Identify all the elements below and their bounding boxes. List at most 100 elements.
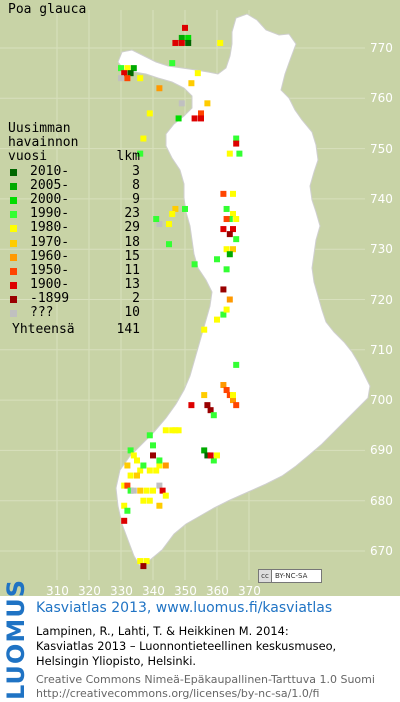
legend-title-line-1: Uusimman <box>8 121 71 136</box>
observation-square <box>121 517 128 524</box>
legend-swatch <box>10 211 17 219</box>
observation-square <box>150 487 156 494</box>
observation-square <box>146 432 153 439</box>
observation-square <box>156 502 163 509</box>
observation-square <box>124 75 131 82</box>
observation-square <box>169 210 176 217</box>
observation-square <box>201 447 208 454</box>
y-axis-label: 710 <box>370 342 393 357</box>
observation-square <box>191 115 198 122</box>
observation-square <box>230 210 236 217</box>
legend-period: ??? <box>30 305 54 321</box>
observation-square <box>207 452 214 459</box>
observation-square <box>204 100 211 107</box>
observation-square <box>118 65 124 72</box>
legend-row: 1950- 11 <box>8 263 140 278</box>
legend-swatch <box>10 253 17 261</box>
observation-square <box>156 221 163 228</box>
observation-square <box>188 80 195 87</box>
observation-square <box>172 39 179 46</box>
observation-square <box>191 261 198 268</box>
observation-square <box>220 311 227 318</box>
legend-count: 13 <box>124 277 140 293</box>
observation-square <box>233 135 240 142</box>
observation-square <box>178 34 185 41</box>
legend-swatch <box>10 182 17 190</box>
observation-square <box>210 412 217 419</box>
y-axis-label: 740 <box>370 191 393 206</box>
legend-swatch <box>10 282 17 290</box>
legend-row: -1899 2 <box>8 291 140 307</box>
observation-square <box>156 462 163 469</box>
legend-count: 2 <box>132 291 140 307</box>
y-axis-label: 770 <box>370 41 393 55</box>
legend-swatch <box>10 310 17 318</box>
legend-row: 1970- 18 <box>8 234 140 250</box>
observation-square <box>236 150 243 157</box>
observation-square <box>204 402 211 409</box>
observation-square <box>137 75 144 82</box>
observation-square <box>201 392 208 399</box>
observation-square <box>146 110 153 117</box>
observation-square <box>137 150 144 157</box>
observation-square <box>223 205 230 212</box>
observation-square <box>134 457 140 464</box>
x-axis-label: 340 <box>142 584 165 598</box>
legend-row: 2000- 9 <box>8 192 140 207</box>
observation-square <box>233 402 240 409</box>
observation-square <box>169 60 176 67</box>
observation-square <box>204 452 211 459</box>
observation-square <box>233 361 240 368</box>
observation-square <box>140 497 147 504</box>
observation-square <box>217 39 224 46</box>
luomus-logo: LUOMUS <box>2 579 30 700</box>
x-axis-label: 350 <box>174 584 197 598</box>
observation-square <box>127 472 134 479</box>
distribution-map <box>0 10 371 580</box>
observation-square <box>230 397 236 404</box>
legend-count: 29 <box>124 220 140 236</box>
observation-square <box>220 286 227 293</box>
legend-period: -1899 <box>30 291 70 307</box>
license-badge[interactable]: cc BY-NC-SA <box>258 569 322 583</box>
observation-square <box>178 100 185 107</box>
observation-square <box>223 246 230 253</box>
observation-square <box>162 427 169 434</box>
observation-square <box>220 382 227 389</box>
observation-square <box>233 140 240 147</box>
observation-square <box>223 306 230 313</box>
observation-square <box>124 462 131 469</box>
observation-square <box>150 452 156 459</box>
footer-title[interactable]: Kasviatlas 2013, www.luomus.fi/kasviatla… <box>36 600 333 616</box>
observation-square <box>130 487 137 494</box>
observation-square <box>143 487 150 494</box>
observation-square <box>233 216 240 223</box>
legend-period: 1970- <box>30 234 70 250</box>
observation-square <box>156 85 163 92</box>
observation-square <box>127 447 134 454</box>
observation-square <box>214 316 220 323</box>
observation-square <box>230 392 236 399</box>
license-badge-text: BY-NC-SA <box>275 572 308 580</box>
legend-row: 1900- 13 <box>8 277 140 292</box>
x-axis-label: 320 <box>78 584 101 598</box>
observation-square <box>223 387 230 394</box>
observation-square <box>185 34 192 41</box>
legend-total-label: Yhteensä <box>12 321 75 337</box>
observation-square <box>230 190 236 197</box>
y-axis-label: 730 <box>370 242 393 257</box>
observation-square <box>121 70 128 77</box>
legend-row: 1980- 29 <box>8 221 140 235</box>
observation-squares <box>118 24 243 570</box>
license-url[interactable]: http://creativecommons.org/licenses/by-n… <box>36 687 320 700</box>
y-axis-label: 680 <box>370 493 393 508</box>
observation-square <box>134 472 140 479</box>
footer: LUOMUS Kasviatlas 2013, www.luomus.fi/ka… <box>0 579 400 702</box>
y-axis-label: 760 <box>370 91 393 106</box>
observation-square <box>207 407 214 414</box>
observation-square <box>127 487 134 494</box>
legend-period: 2010- <box>30 163 70 179</box>
observation-square <box>210 457 217 464</box>
observation-square <box>172 427 179 434</box>
observation-square <box>153 216 160 223</box>
